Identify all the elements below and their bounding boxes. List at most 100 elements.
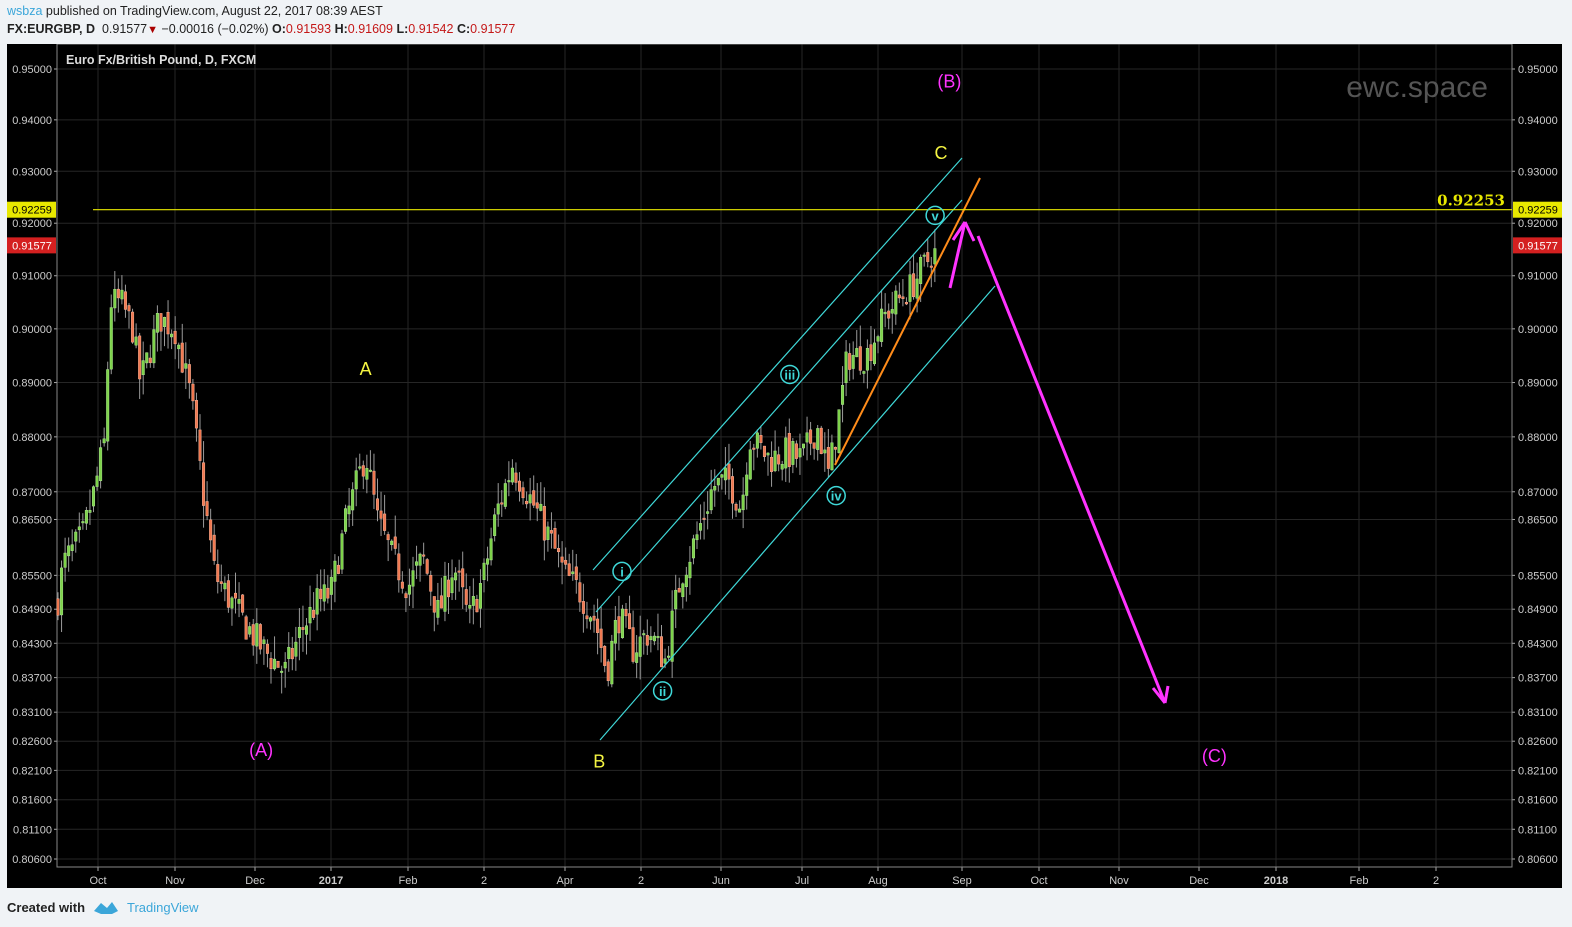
- low-value: 0.91542: [408, 22, 454, 36]
- candle-up: [620, 608, 624, 639]
- candle-up: [880, 308, 884, 342]
- published-text: published on TradingView.com, August 22,…: [45, 4, 383, 18]
- candle-up: [883, 311, 887, 315]
- candle-down: [383, 513, 387, 531]
- candle-down: [606, 661, 610, 682]
- wave-label-minute: ii: [659, 684, 666, 699]
- candle-down: [628, 613, 632, 630]
- right-price-label: 0.85500: [1518, 570, 1558, 582]
- candle-up: [503, 483, 507, 507]
- candle-down: [912, 273, 916, 298]
- candle-up: [443, 576, 447, 612]
- wave-circle: [826, 485, 846, 506]
- candle-up: [99, 447, 103, 482]
- candle-down: [777, 454, 781, 465]
- candle-up: [60, 567, 64, 616]
- candle-up: [652, 635, 656, 642]
- wave-circle: [652, 681, 673, 701]
- candle-up: [802, 443, 806, 449]
- time-label: Nov: [1109, 875, 1129, 887]
- wave-label-minute: i: [620, 564, 624, 579]
- candle-up: [656, 636, 660, 639]
- candle-up: [333, 560, 337, 582]
- candle-down: [219, 581, 223, 584]
- channel-lower-line: [599, 285, 996, 741]
- candle-up: [890, 309, 894, 314]
- author-link[interactable]: wsbza: [7, 4, 43, 18]
- candle-down: [770, 457, 774, 472]
- candle-up: [780, 464, 784, 470]
- candle-up: [436, 600, 440, 618]
- candle-up: [91, 486, 95, 507]
- down-triangle-icon: ▼: [147, 24, 159, 36]
- candle-up: [720, 474, 724, 478]
- wave-label-minor: B: [593, 752, 605, 772]
- time-label: Jul: [795, 875, 809, 887]
- candle-up: [507, 480, 511, 483]
- time-label: Jun: [712, 875, 730, 887]
- candle-down: [404, 593, 408, 599]
- candle-up: [691, 538, 695, 559]
- candle-down: [212, 534, 216, 561]
- candle-up: [315, 588, 319, 615]
- candle-up: [784, 437, 788, 469]
- candle-up: [865, 348, 869, 371]
- candle-down: [631, 627, 635, 662]
- candle-down: [759, 435, 763, 443]
- watermark: ewc.space: [1346, 71, 1488, 104]
- candle-up: [67, 545, 71, 557]
- arrow-head: [1151, 687, 1167, 704]
- arrow-head: [951, 221, 967, 241]
- time-label: 2: [638, 875, 644, 887]
- candle-up: [713, 486, 717, 491]
- candle-up: [155, 313, 159, 333]
- candle-down: [731, 476, 735, 504]
- candle-up: [329, 576, 333, 595]
- left-price-label: 0.82600: [12, 736, 52, 748]
- candle-down: [376, 498, 380, 511]
- candle-down: [123, 291, 127, 310]
- left-price-label: 0.90000: [12, 324, 52, 336]
- candle-down: [397, 553, 401, 581]
- candle-up: [177, 344, 181, 350]
- left-price-label: 0.84900: [12, 604, 52, 616]
- candle-down: [869, 344, 873, 361]
- candle-up: [390, 540, 394, 546]
- candle-down: [848, 353, 852, 370]
- candle-down: [159, 313, 163, 332]
- price-chart[interactable]: 0.95000 0.95000 0.94000 0.94000 0.93000 0.930…: [7, 44, 1562, 888]
- candle-down: [833, 446, 837, 450]
- time-label: Apr: [556, 875, 573, 887]
- candle-down: [617, 616, 621, 634]
- candle-down: [194, 400, 198, 429]
- high-label: H:: [334, 22, 348, 36]
- candle-down: [400, 581, 404, 589]
- candle-up: [141, 360, 145, 376]
- candle-up: [741, 494, 745, 511]
- candle-up: [855, 348, 859, 358]
- arrow-head: [1163, 685, 1170, 704]
- candle-up: [468, 604, 472, 609]
- candle-down: [233, 592, 237, 599]
- right-price-label: 0.87000: [1518, 487, 1558, 499]
- footer: Created with TradingView: [7, 899, 199, 915]
- candle-down: [603, 645, 607, 666]
- tradingview-link[interactable]: TradingView: [127, 899, 199, 915]
- candle-up: [766, 452, 770, 456]
- candle-up: [184, 363, 188, 369]
- left-price-label: 0.86500: [12, 514, 52, 526]
- time-label: Nov: [165, 875, 185, 887]
- symbol-info: FX:EURGBP, D 0.91577▼ −0.00016 (−0.02%) …: [7, 22, 515, 36]
- candle-down: [549, 530, 553, 534]
- candle-up: [70, 544, 74, 551]
- candle-down: [336, 564, 340, 574]
- candle-up: [471, 596, 475, 606]
- candle-down: [425, 559, 429, 574]
- candle-down: [812, 442, 816, 449]
- candle-down: [361, 465, 365, 477]
- candle-up: [528, 494, 532, 504]
- left-price-label: 0.93000: [12, 166, 52, 178]
- candle-down: [131, 311, 135, 343]
- left-price-label: 0.83100: [12, 707, 52, 719]
- candle-down: [429, 575, 433, 592]
